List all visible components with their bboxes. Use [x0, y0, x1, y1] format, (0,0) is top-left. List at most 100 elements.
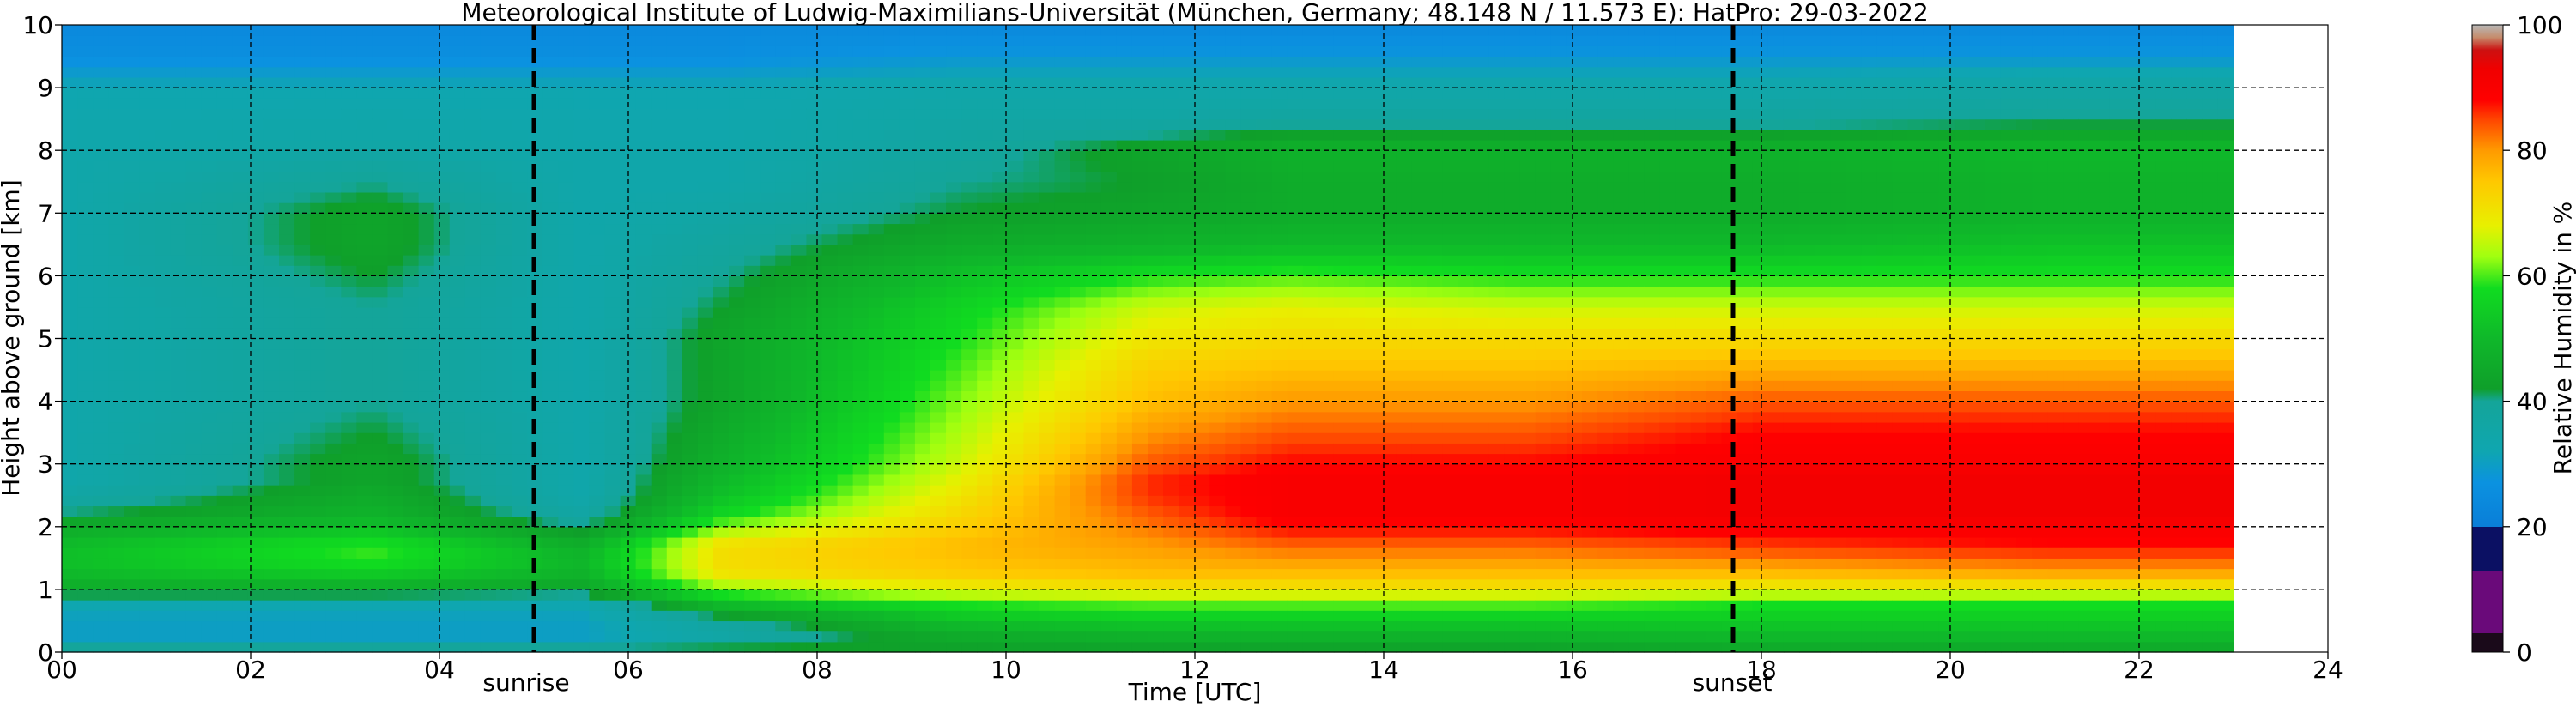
heatmap-cell [201, 306, 218, 318]
heatmap-cell [1163, 526, 1179, 538]
heatmap-cell [1100, 631, 1118, 643]
heatmap-cell [1225, 578, 1242, 590]
heatmap-cell [93, 390, 109, 402]
heatmap-cell [1054, 56, 1071, 68]
heatmap-cell [155, 213, 172, 225]
heatmap-cell [868, 641, 885, 653]
heatmap-cell [527, 129, 543, 141]
heatmap-cell [992, 286, 1009, 298]
heatmap-cell [155, 317, 172, 329]
heatmap-cell [1163, 568, 1179, 580]
heatmap-cell [1131, 578, 1149, 590]
heatmap-cell [791, 255, 808, 266]
heatmap-cell [852, 485, 870, 496]
heatmap-cell [1209, 411, 1226, 423]
heatmap-cell [108, 98, 124, 110]
heatmap-cell [232, 600, 249, 611]
heatmap-cell [1100, 463, 1118, 475]
heatmap-cell [1116, 589, 1133, 601]
heatmap-cell [139, 390, 156, 402]
heatmap-cell [914, 370, 931, 381]
heatmap-cell [294, 558, 311, 570]
heatmap-cell [635, 631, 652, 643]
heatmap-cell [139, 641, 156, 653]
heatmap-cell [216, 421, 233, 433]
heatmap-cell [573, 265, 591, 276]
heatmap-cell [201, 45, 218, 57]
heatmap-cell [185, 380, 203, 392]
heatmap-cell [512, 536, 528, 548]
heatmap-cell [325, 411, 342, 423]
heatmap-cell [620, 370, 637, 381]
heatmap-cell [185, 421, 203, 433]
heatmap-cell [310, 286, 326, 298]
heatmap-cell [1039, 191, 1056, 203]
heatmap-cell [635, 286, 652, 298]
heatmap-cell [170, 66, 187, 78]
heatmap-cell [1085, 600, 1102, 611]
heatmap-cell [883, 474, 900, 486]
heatmap-cell [651, 443, 668, 455]
heatmap-cell [247, 306, 264, 318]
heatmap-cell [760, 505, 776, 517]
heatmap-cell [1100, 98, 1118, 110]
heatmap-cell [744, 411, 761, 423]
heatmap-cell [589, 306, 606, 318]
heatmap-cell [403, 600, 420, 611]
heatmap-cell [542, 25, 559, 36]
heatmap-cell [1023, 578, 1040, 590]
heatmap-cell [914, 589, 931, 601]
heatmap-cell [852, 171, 870, 183]
heatmap-cell [837, 98, 854, 110]
heatmap-cell [760, 600, 776, 611]
heatmap-cell [139, 421, 156, 433]
heatmap-cell [372, 66, 389, 78]
heatmap-cell [232, 76, 249, 88]
heatmap-cell [108, 244, 124, 256]
heatmap-cell [1131, 641, 1149, 653]
heatmap-cell [372, 317, 389, 329]
heatmap-cell [403, 160, 420, 172]
heatmap-cell [713, 547, 730, 559]
heatmap-cell [1240, 485, 1258, 496]
heatmap-cell [232, 547, 249, 559]
heatmap-cell [930, 88, 947, 99]
heatmap-cell [1240, 578, 1258, 590]
heatmap-cell [930, 25, 947, 36]
heatmap-cell [356, 255, 373, 266]
heatmap-cell [604, 306, 621, 318]
heatmap-cell [977, 443, 993, 455]
heatmap-cell [1054, 485, 1071, 496]
heatmap-cell [635, 255, 652, 266]
heatmap-cell [1085, 296, 1102, 308]
heatmap-cell [294, 244, 311, 256]
heatmap-cell [232, 536, 249, 548]
heatmap-cell [883, 160, 900, 172]
heatmap-cell [821, 578, 839, 590]
heatmap-cell [1163, 306, 1179, 318]
heatmap-cell [806, 296, 823, 308]
heatmap-cell [464, 108, 482, 120]
heatmap-cell [1318, 223, 1335, 235]
heatmap-cell [1085, 370, 1102, 381]
heatmap-cell [325, 160, 342, 172]
heatmap-cell [1240, 118, 1258, 130]
heatmap-cell [403, 421, 420, 433]
heatmap-cell [697, 558, 714, 570]
heatmap-cell [992, 317, 1009, 329]
heatmap-cell [77, 463, 94, 475]
heatmap-cell [914, 411, 931, 423]
heatmap-cell [1194, 213, 1210, 225]
heatmap-cell [883, 338, 900, 350]
heatmap-cell [775, 338, 791, 350]
heatmap-cell [139, 380, 156, 392]
heatmap-cell [914, 202, 931, 214]
heatmap-cell [372, 171, 389, 183]
heatmap-cell [868, 223, 885, 235]
heatmap-cell [992, 108, 1009, 120]
heatmap-cell [1271, 485, 1288, 496]
heatmap-cell [1023, 275, 1040, 287]
heatmap-cell [682, 181, 699, 193]
heatmap-cell [1179, 641, 1195, 653]
heatmap-cell [946, 589, 962, 601]
